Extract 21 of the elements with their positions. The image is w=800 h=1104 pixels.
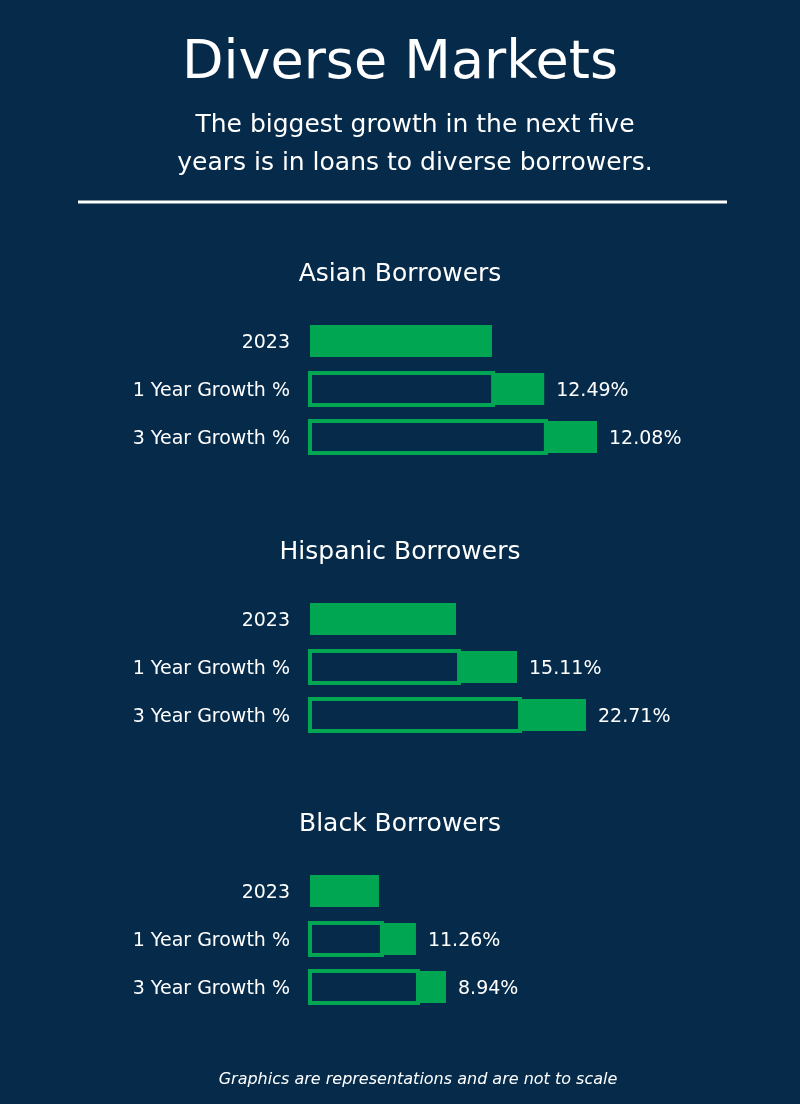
text: 22.71% bbox=[598, 703, 671, 726]
y-tick-label: 2023 bbox=[241, 607, 290, 630]
chart-title: Hispanic Borrowers bbox=[279, 536, 521, 565]
y-tick-label: 2023 bbox=[241, 329, 290, 352]
y-tick-label: 1 Year Growth % bbox=[132, 655, 290, 678]
chart-title: Black Borrowers bbox=[298, 808, 502, 837]
y-tick-label: 3 Year Growth % bbox=[132, 703, 290, 726]
y-tick-label: 1 Year Growth % bbox=[132, 927, 290, 950]
y-tick-label: 2023 bbox=[241, 879, 290, 902]
annotation: 12.49% bbox=[556, 377, 629, 400]
annotation: 15.11% bbox=[529, 655, 602, 678]
y-tick-label: 3 Year Growth % bbox=[132, 425, 290, 448]
text: Graphics are representations and are not to scale bbox=[218, 1069, 618, 1088]
y-tick-label: 1 Year Growth % bbox=[132, 377, 290, 400]
text: Diverse Markets bbox=[181, 28, 619, 91]
annotation: 11.26% bbox=[427, 927, 501, 950]
text: 8.94% bbox=[458, 975, 519, 998]
text: 12.08% bbox=[609, 425, 682, 448]
text: The biggest growth in the next five years is in loans to diverse borrowers. bbox=[177, 109, 653, 176]
chart-title: Asian Borrowers bbox=[298, 258, 502, 287]
y-tick-label: 3 Year Growth % bbox=[132, 975, 290, 998]
